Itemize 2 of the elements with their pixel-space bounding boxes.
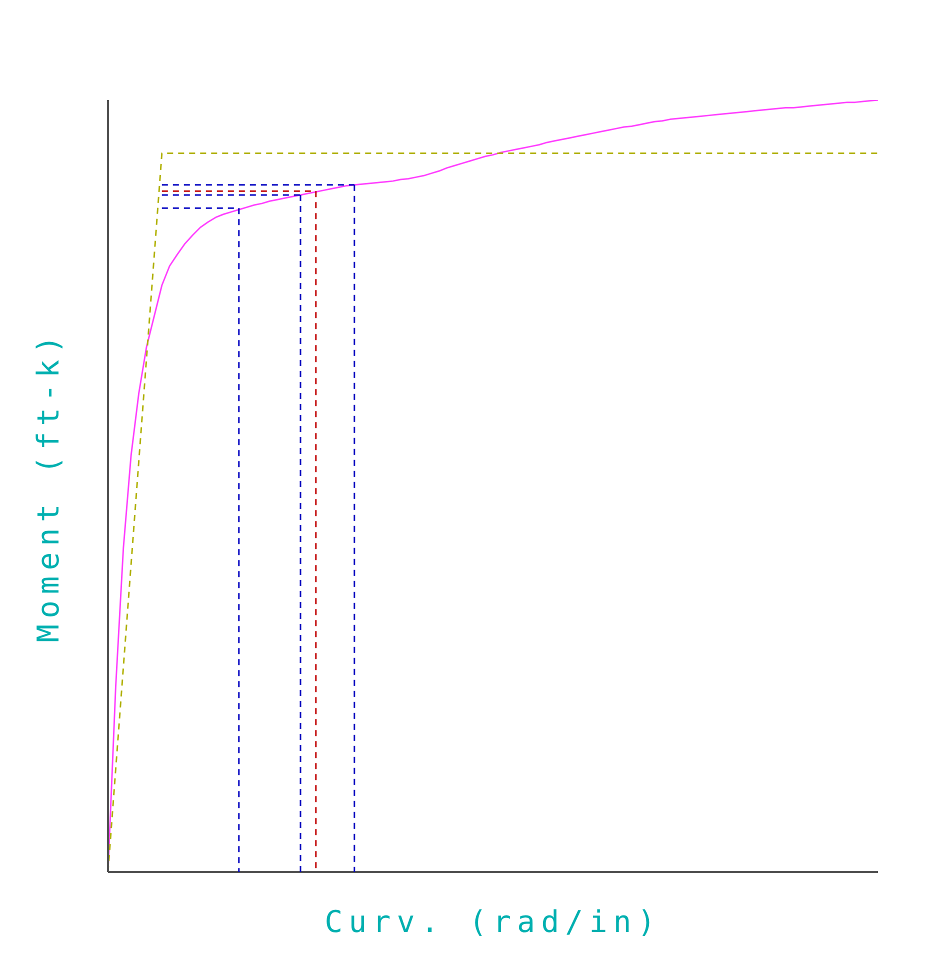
y-axis-title: Moment (ft-k)	[32, 330, 67, 642]
x-axis-title: Curv. (rad/in)	[324, 905, 662, 940]
